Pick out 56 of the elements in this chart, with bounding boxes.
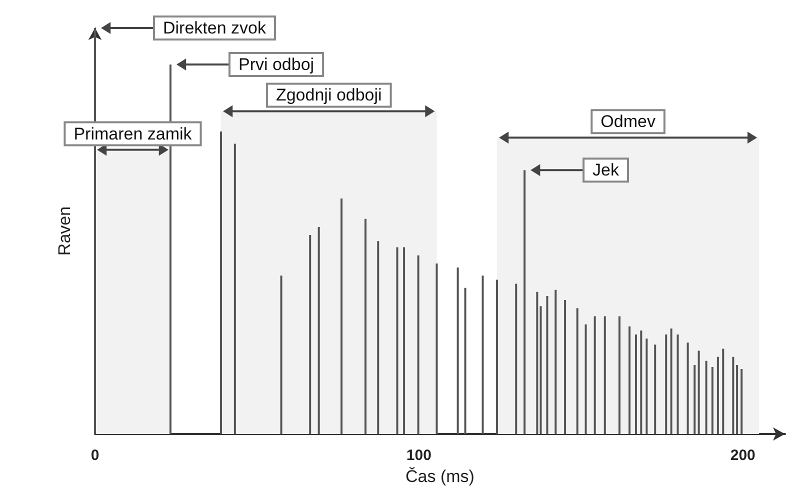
bar xyxy=(584,324,587,434)
bar xyxy=(646,338,648,434)
bar xyxy=(396,247,398,434)
y-axis-title: Raven xyxy=(55,206,74,256)
bar xyxy=(654,344,656,434)
bar xyxy=(564,300,566,434)
annotation: Prvi odboj xyxy=(238,55,314,74)
bar xyxy=(722,348,724,434)
bar xyxy=(694,364,696,434)
bar xyxy=(604,316,606,434)
bar xyxy=(740,369,743,434)
bar xyxy=(309,235,312,434)
bar xyxy=(464,288,466,434)
band-label: Odmev xyxy=(600,112,656,132)
bar xyxy=(711,367,714,434)
bar xyxy=(364,218,366,434)
annotation: Direkten zvok xyxy=(163,18,266,38)
x-axis-title: Čas (ms) xyxy=(406,467,474,486)
bar xyxy=(618,316,620,434)
bar xyxy=(554,290,557,434)
bar xyxy=(436,263,438,434)
bar xyxy=(634,334,637,434)
band-label: Primaren zamik xyxy=(74,124,192,144)
bar xyxy=(524,170,526,434)
bar xyxy=(665,334,668,434)
bar xyxy=(705,360,708,434)
bar xyxy=(496,280,498,434)
bar xyxy=(377,241,380,434)
bar xyxy=(576,308,578,434)
bar xyxy=(482,276,484,434)
bar xyxy=(640,330,642,434)
bar xyxy=(234,144,236,434)
x-tick-label: 200 xyxy=(730,447,756,464)
bar xyxy=(515,284,518,434)
bar xyxy=(628,326,631,434)
bar xyxy=(456,268,459,434)
bar xyxy=(340,198,343,434)
bar xyxy=(220,132,222,434)
bar xyxy=(318,226,320,434)
band-label: Zgodnji odboji xyxy=(276,86,382,105)
bar xyxy=(594,316,596,434)
bar xyxy=(546,296,548,434)
bar xyxy=(698,350,700,434)
bar xyxy=(736,364,738,434)
bar xyxy=(417,255,420,434)
bar xyxy=(686,342,689,434)
x-tick-label: 0 xyxy=(90,447,100,464)
bar xyxy=(716,356,719,434)
bar xyxy=(670,328,672,434)
annotation: Jek xyxy=(592,160,620,180)
bar xyxy=(403,247,406,434)
bar xyxy=(676,334,679,434)
bar xyxy=(732,356,734,434)
bar xyxy=(536,292,538,434)
x-tick-label: 100 xyxy=(406,447,432,464)
bar xyxy=(280,276,282,434)
